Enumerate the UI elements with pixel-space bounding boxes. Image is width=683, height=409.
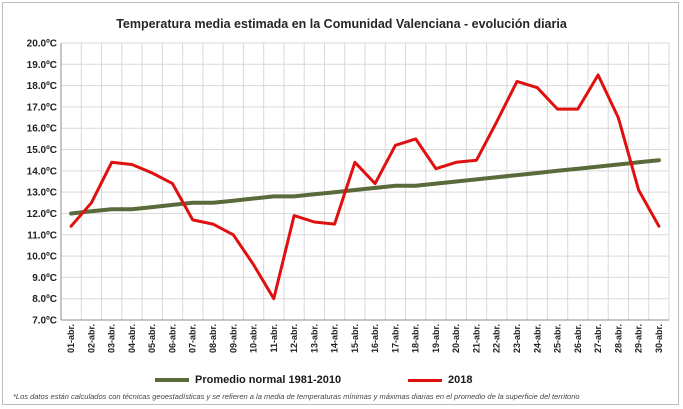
x-tick-label: 17-abr. (390, 324, 400, 353)
x-tick-label: 09-abr. (228, 324, 238, 353)
line-chart: 7.0ºC 8.0ºC 9.0ºC 10.0ºC 11.0ºC 12.0ºC 13.0ºC 1… (27, 39, 670, 353)
legend-normal: Promedio normal 1981-2010 (155, 374, 341, 386)
x-tick-label: 27-abr. (593, 324, 603, 353)
legend-normal-label: Promedio normal 1981-2010 (195, 374, 342, 386)
x-tick-label: 19-abr. (431, 324, 441, 353)
chart-title: Temperatura media estimada en la Comunid… (116, 17, 567, 31)
series-line-normal (69, 158, 661, 216)
y-tick-label: 17.0ºC (27, 102, 57, 113)
x-tick-label: 06-abr. (167, 324, 177, 353)
x-tick-label: 24-abr. (532, 324, 542, 353)
y-tick-label: 18.0ºC (27, 81, 57, 92)
x-tick-label: 02-abr. (86, 324, 96, 353)
y-tick-label: 13.0ºC (27, 188, 57, 199)
x-tick-label: 11-abr. (269, 324, 279, 353)
x-tick-label: 26-abr. (573, 324, 583, 353)
x-tick-label: 25-abr. (553, 324, 563, 353)
x-tick-label: 03-abr. (107, 324, 117, 353)
series (69, 73, 661, 301)
y-tick-label: 11.0ºC (27, 230, 57, 241)
y-axis: 7.0ºC 8.0ºC 9.0ºC 10.0ºC 11.0ºC 12.0ºC 13.0ºC 1… (27, 39, 62, 327)
x-tick-label: 12-abr. (289, 324, 299, 353)
chart-frame: Temperatura media estimada en la Comunid… (2, 2, 679, 405)
y-tick-label: 15.0ºC (27, 145, 57, 156)
x-tick-label: 21-abr. (471, 324, 481, 353)
x-tick-label: 07-abr. (188, 324, 198, 353)
x-tick-label: 22-abr. (492, 324, 502, 353)
y-tick-label: 19.0ºC (27, 60, 57, 71)
x-tick-label: 18-abr. (411, 324, 421, 353)
y-tick-label: 10.0ºC (27, 252, 57, 263)
footnote: *Los datos están calculados con técnicas… (13, 392, 580, 401)
legend-2018-label: 2018 (448, 374, 473, 386)
x-tick-label: 08-abr. (208, 324, 218, 353)
y-tick-label: 7.0ºC (32, 316, 57, 327)
x-tick-label: 16-abr. (370, 324, 380, 353)
x-tick-label: 05-abr. (147, 324, 157, 353)
gridlines (60, 42, 670, 321)
x-tick-label: 14-abr. (330, 324, 340, 353)
series-line-2018 (69, 73, 661, 301)
x-tick-label: 29-abr. (634, 324, 644, 353)
y-tick-label: 16.0ºC (27, 124, 57, 135)
x-tick-label: 01-abr. (66, 324, 76, 353)
x-tick-label: 28-abr. (613, 324, 623, 353)
x-tick-label: 15-abr. (350, 324, 360, 353)
y-tick-label: 8.0ºC (32, 294, 57, 305)
legend-2018-swatch (408, 378, 442, 382)
x-tick-label: 20-abr. (451, 324, 461, 353)
x-tick-label: 10-abr. (249, 324, 259, 353)
x-tick-label: 30-abr. (654, 324, 664, 353)
x-axis: 01-abr. 02-abr. 03-abr. 04-abr. 05-abr. 06-ab… (61, 319, 669, 353)
legend-2018: 2018 (408, 374, 472, 386)
y-tick-label: 12.0ºC (27, 209, 57, 220)
y-tick-label: 20.0ºC (27, 39, 57, 50)
x-tick-label: 23-abr. (512, 324, 522, 353)
x-tick-label: 04-abr. (127, 324, 137, 353)
y-tick-label: 14.0ºC (27, 166, 57, 177)
y-tick-label: 9.0ºC (32, 273, 57, 284)
legend-normal-swatch (155, 378, 189, 383)
x-tick-label: 13-abr. (309, 324, 319, 353)
